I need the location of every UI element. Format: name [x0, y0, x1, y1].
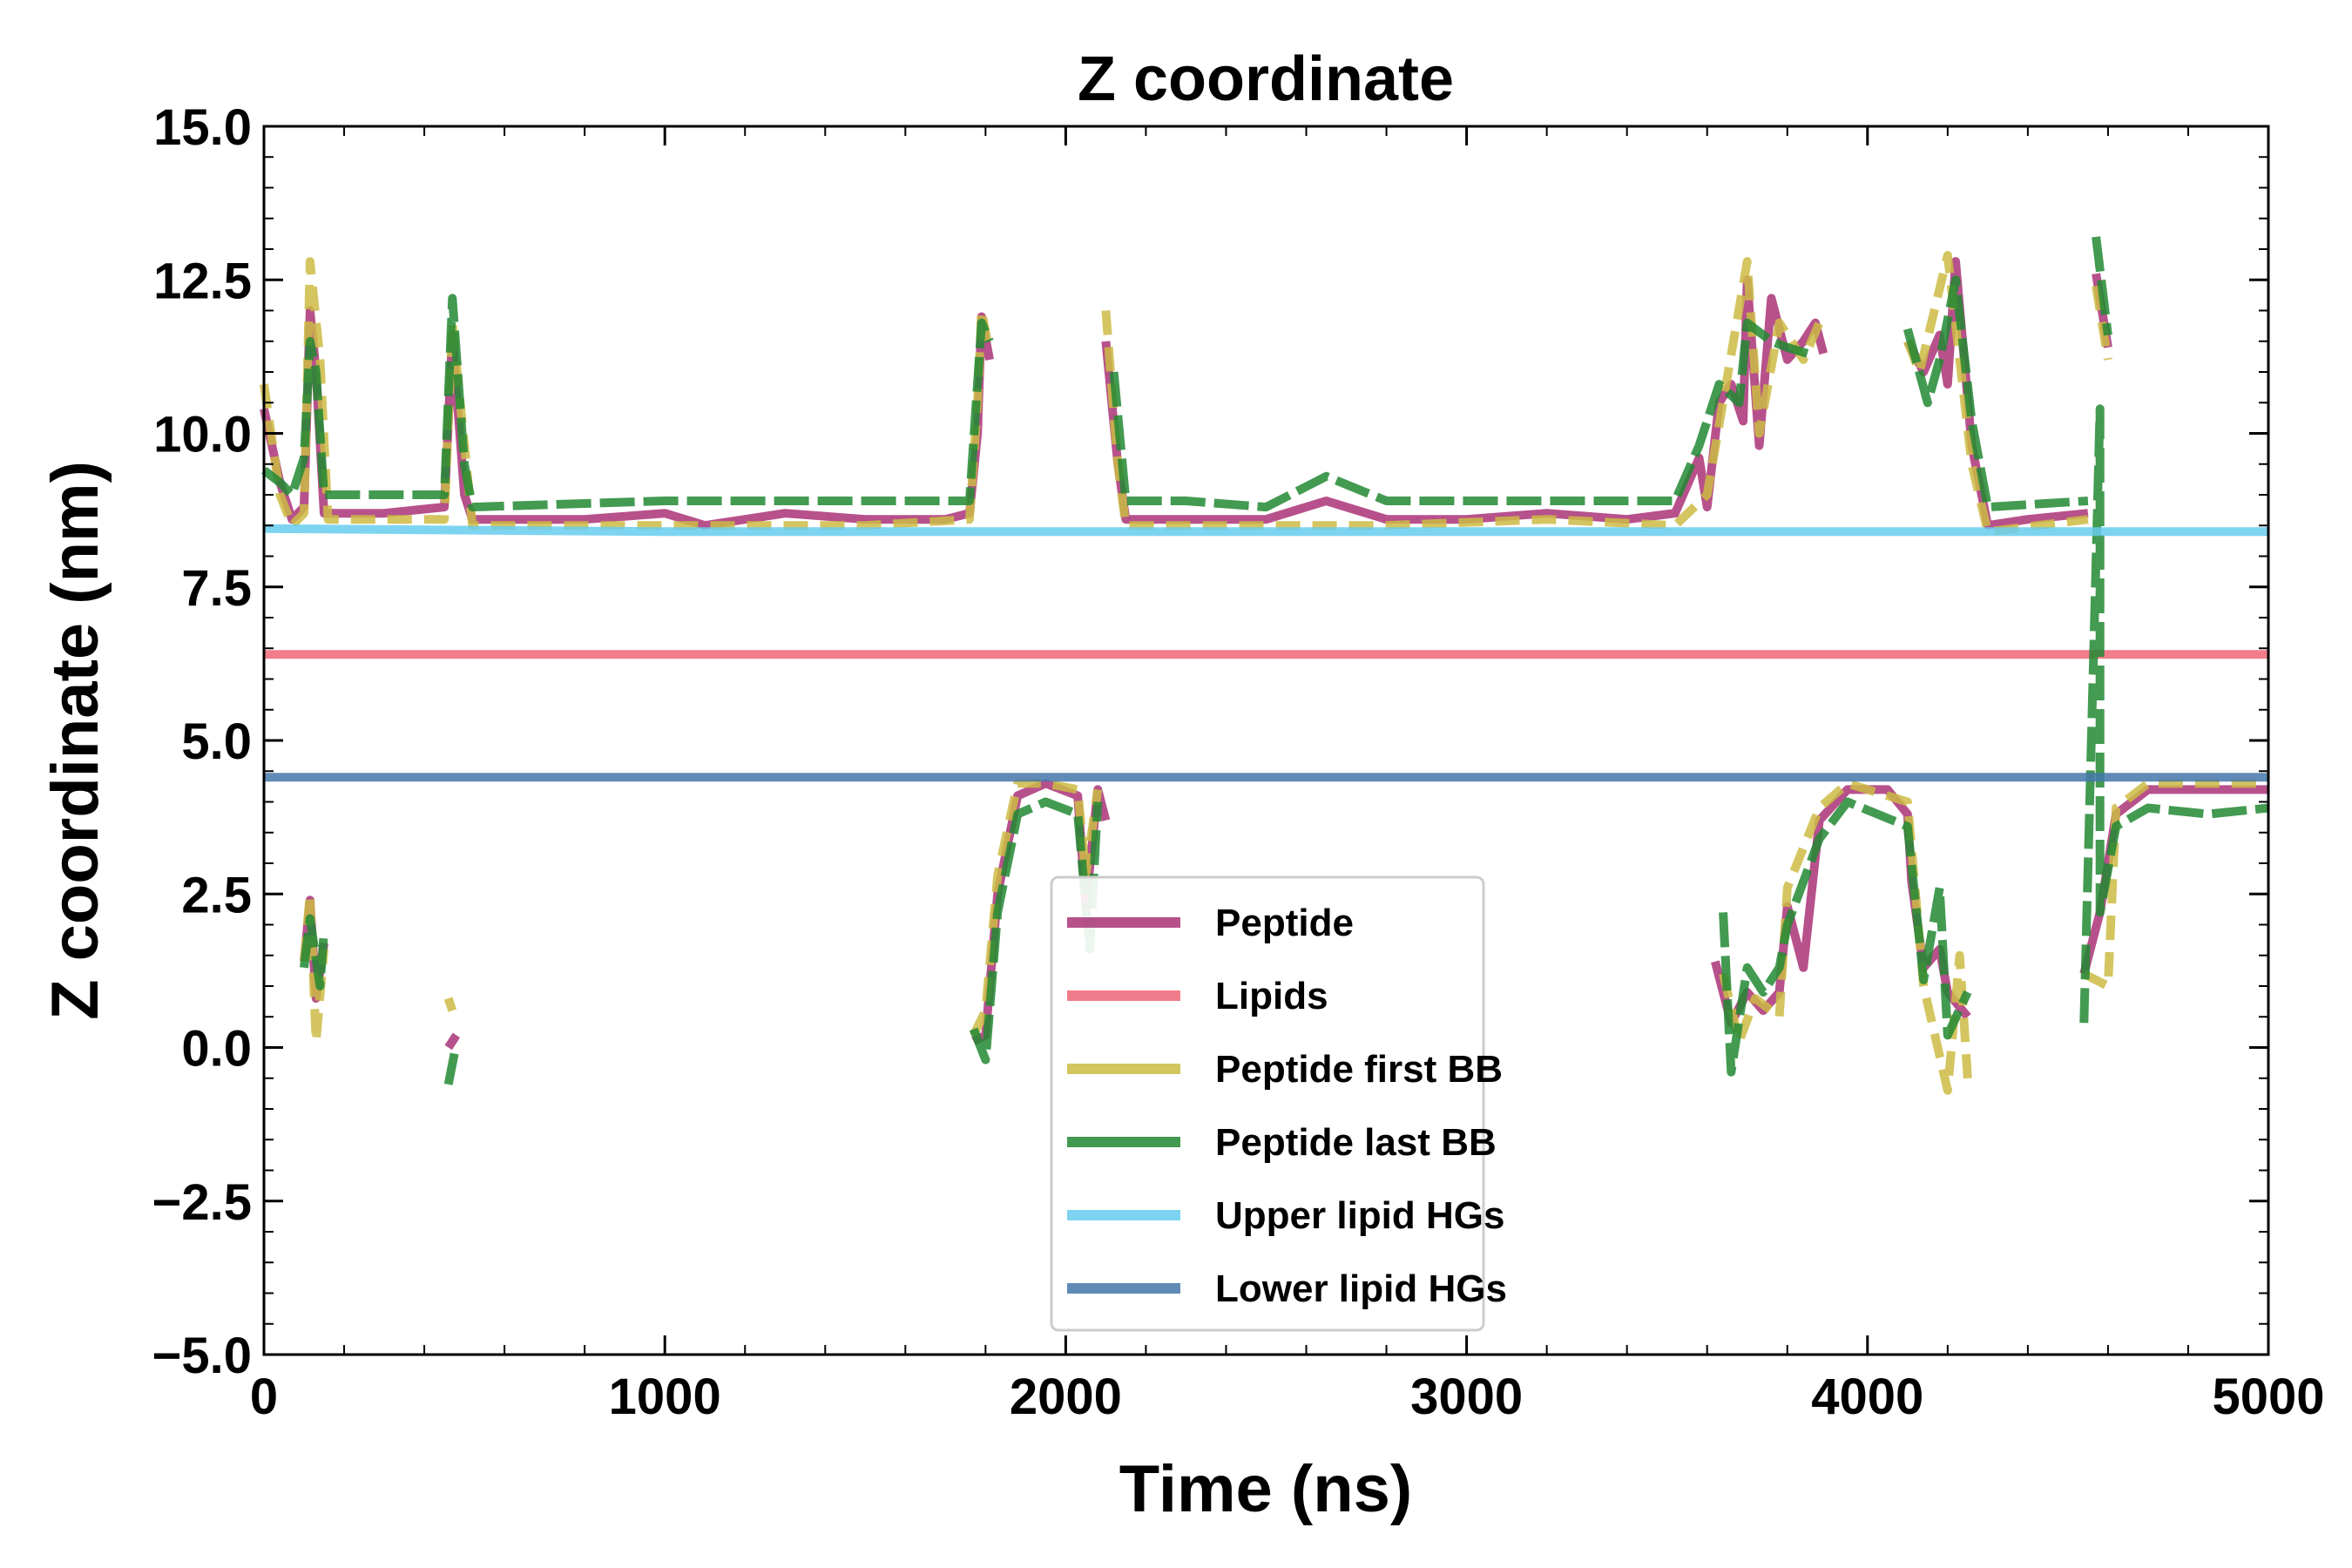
legend-label: Peptide first BB — [1215, 1048, 1503, 1091]
series-line-segment — [2079, 404, 2269, 1024]
y-tick-label: 7.5 — [181, 560, 252, 617]
legend-box — [1050, 875, 1485, 1332]
legend-label: Peptide — [1215, 902, 1354, 944]
legend: Peptide Lipids Peptide first BB Peptide las… — [1050, 875, 1507, 1332]
x-tick-label: 3000 — [1410, 1369, 1523, 1425]
series-line-segment — [263, 524, 2268, 537]
y-tick-label: 5.0 — [181, 713, 252, 770]
series-line-segment — [443, 997, 457, 1012]
x-tick-label: 2000 — [1010, 1369, 1122, 1425]
series-line-segment — [2079, 785, 2268, 976]
y-tick-label: 12.5 — [153, 253, 252, 309]
series-line-segment — [300, 889, 328, 1046]
x-axis-label: Time (ns) — [1119, 1452, 1412, 1526]
series-line-segment — [443, 1052, 459, 1085]
y-axis-label: Z coordinate (nm) — [38, 461, 112, 1020]
series-line-segment — [2092, 285, 2112, 361]
y-tick-label: 0.0 — [181, 1021, 252, 1078]
legend-label: Upper lipid HGs — [1215, 1194, 1504, 1237]
series-line-segment — [1109, 318, 1809, 512]
x-tick-label: 1000 — [609, 1369, 721, 1425]
series-line-segment — [260, 294, 994, 512]
y-tick-label: 10.0 — [153, 407, 252, 463]
y-tick-label: 15.0 — [153, 99, 252, 156]
plot-frame — [262, 125, 2270, 1356]
legend-label: Peptide last BB — [1215, 1121, 1497, 1164]
series-line-segment — [2092, 236, 2112, 336]
legend-label: Lipids — [1215, 975, 1328, 1017]
series-line-segment — [1719, 779, 1972, 1095]
series-line-segment — [260, 257, 994, 531]
series-line-segment — [1903, 257, 2089, 531]
x-tick-label: 5000 — [2212, 1369, 2324, 1425]
series-upper-lipid-hgs — [263, 524, 2268, 537]
axis-ticks: 0 1000 2000 3000 4000 5000 −5.0 −2.5 0.0 2.5 5.0 7.… — [152, 99, 2325, 1425]
chart-title: Z coordinate — [1078, 44, 1454, 114]
y-tick-label: −2.5 — [152, 1174, 253, 1231]
series-line-segment — [1101, 257, 1824, 531]
plot-area — [260, 236, 2269, 1095]
series-line-segment — [1711, 785, 1971, 1028]
y-tick-label: 2.5 — [181, 867, 252, 923]
x-tick-label: 0 — [250, 1369, 278, 1425]
series-line-segment — [2082, 779, 2268, 990]
legend-label: Lower lipid HGs — [1215, 1267, 1507, 1310]
y-tick-label: −5.0 — [152, 1328, 253, 1384]
series-line-segment — [300, 914, 328, 990]
series-line-segment — [1101, 275, 1828, 524]
series-line-segment — [1719, 797, 1972, 1077]
series-line-segment — [1903, 275, 2089, 512]
series-line-segment — [444, 1032, 461, 1051]
x-tick-label: 4000 — [1811, 1369, 1923, 1425]
